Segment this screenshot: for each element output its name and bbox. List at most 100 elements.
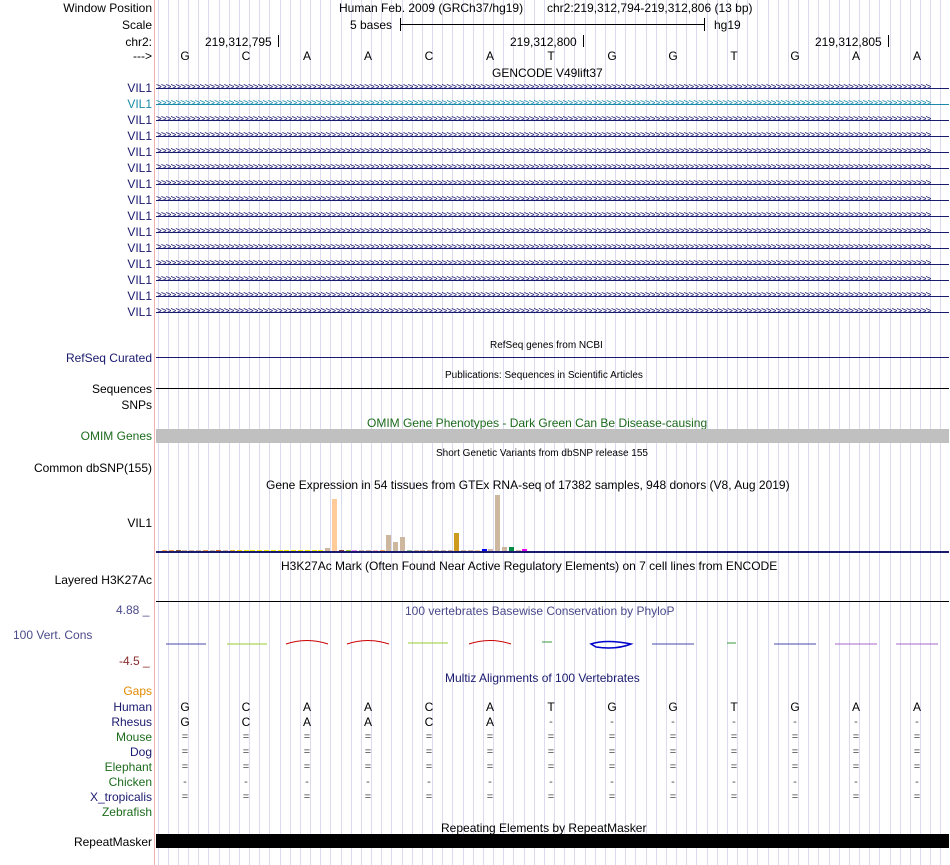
gtex-tissue-bar[interactable] <box>223 550 229 551</box>
gtex-tissue-bar[interactable] <box>515 550 521 551</box>
species-label[interactable]: X_tropicalis <box>89 790 152 804</box>
gtex-tissue-bar[interactable] <box>196 550 201 551</box>
transcript-label[interactable]: VIL1 <box>127 209 152 223</box>
gtex-tissue-bar[interactable] <box>277 550 283 551</box>
gtex-tissue-bar[interactable] <box>393 542 399 551</box>
gtex-tissue-bar[interactable] <box>250 550 256 551</box>
transcript-label[interactable]: VIL1 <box>127 97 152 111</box>
gtex-tissue-bar[interactable] <box>325 548 331 551</box>
refseq-gene-line[interactable] <box>156 357 949 358</box>
gtex-tissue-bar[interactable] <box>216 550 222 551</box>
transcript-feature[interactable]: >>>>>>>>>>>>>>>>>>>>>>>>>>>>>>>>>>>>>>>>… <box>156 194 949 205</box>
gtex-tissue-bar[interactable] <box>318 550 324 551</box>
dbsnp-track-label[interactable]: Common dbSNP(155) <box>33 461 152 475</box>
omim-feature[interactable] <box>156 429 949 443</box>
gtex-tissue-bar[interactable] <box>372 550 378 551</box>
transcript-label[interactable]: VIL1 <box>127 113 152 127</box>
transcript-feature[interactable]: >>>>>>>>>>>>>>>>>>>>>>>>>>>>>>>>>>>>>>>>… <box>156 162 949 173</box>
species-label[interactable]: Human <box>113 700 152 714</box>
gtex-tissue-bar[interactable] <box>284 550 290 551</box>
gtex-tissue-bar[interactable] <box>162 550 167 551</box>
gtex-tissue-bar[interactable] <box>359 550 365 551</box>
gtex-tissue-bar[interactable] <box>488 549 494 551</box>
transcript-label[interactable]: VIL1 <box>127 81 152 95</box>
snps-track-label[interactable]: SNPs <box>121 398 152 412</box>
gtex-tissue-bar[interactable] <box>209 550 215 551</box>
gtex-tissue-bar[interactable] <box>298 550 303 551</box>
transcript-feature[interactable]: >>>>>>>>>>>>>>>>>>>>>>>>>>>>>>>>>>>>>>>>… <box>156 82 949 93</box>
transcript-feature[interactable]: >>>>>>>>>>>>>>>>>>>>>>>>>>>>>>>>>>>>>>>>… <box>156 98 949 109</box>
transcript-feature[interactable]: >>>>>>>>>>>>>>>>>>>>>>>>>>>>>>>>>>>>>>>>… <box>156 242 949 253</box>
transcript-feature[interactable]: >>>>>>>>>>>>>>>>>>>>>>>>>>>>>>>>>>>>>>>>… <box>156 146 949 157</box>
transcript-feature[interactable]: >>>>>>>>>>>>>>>>>>>>>>>>>>>>>>>>>>>>>>>>… <box>156 226 949 237</box>
transcript-label[interactable]: VIL1 <box>127 289 152 303</box>
transcript-label[interactable]: VIL1 <box>127 241 152 255</box>
species-label[interactable]: Mouse <box>115 730 152 744</box>
gtex-tissue-bar[interactable] <box>440 550 446 551</box>
species-label[interactable]: Elephant <box>104 760 152 774</box>
gtex-tissue-bar[interactable] <box>481 549 487 551</box>
gtex-tissue-bar[interactable] <box>454 533 460 551</box>
gtex-bar-chart[interactable] <box>156 493 949 553</box>
gtex-tissue-bar[interactable] <box>468 550 473 551</box>
publications-line[interactable] <box>156 388 949 389</box>
transcript-label[interactable]: VIL1 <box>127 145 152 159</box>
gtex-tissue-bar[interactable] <box>413 550 419 551</box>
species-label[interactable]: Zebrafish <box>101 805 152 819</box>
gtex-tissue-bar[interactable] <box>264 550 269 551</box>
gtex-tissue-bar[interactable] <box>400 537 405 551</box>
transcript-label[interactable]: VIL1 <box>127 161 152 175</box>
transcript-feature[interactable]: >>>>>>>>>>>>>>>>>>>>>>>>>>>>>>>>>>>>>>>>… <box>156 306 949 317</box>
gtex-tissue-bar[interactable] <box>243 550 249 551</box>
gtex-tissue-bar[interactable] <box>270 550 276 551</box>
gtex-tissue-bar[interactable] <box>332 499 337 551</box>
transcript-label[interactable]: VIL1 <box>127 129 152 143</box>
transcript-feature[interactable]: >>>>>>>>>>>>>>>>>>>>>>>>>>>>>>>>>>>>>>>>… <box>156 130 949 141</box>
transcript-label[interactable]: VIL1 <box>127 225 152 239</box>
transcript-feature[interactable]: >>>>>>>>>>>>>>>>>>>>>>>>>>>>>>>>>>>>>>>>… <box>156 258 949 269</box>
gtex-tissue-bar[interactable] <box>230 550 235 551</box>
h3k27ac-track-label[interactable]: Layered H3K27Ac <box>54 573 152 587</box>
species-label[interactable]: Chicken <box>108 775 152 789</box>
gtex-tissue-bar[interactable] <box>379 550 385 551</box>
repeatmasker-track-label[interactable]: RepeatMasker <box>73 835 152 849</box>
phylop-track-label[interactable]: 100 Vert. Cons <box>13 628 93 642</box>
transcript-label[interactable]: VIL1 <box>127 273 152 287</box>
gtex-tissue-bar[interactable] <box>345 550 351 551</box>
gtex-track-label[interactable]: VIL1 <box>127 516 152 530</box>
species-label[interactable]: Dog <box>129 745 152 759</box>
gtex-tissue-bar[interactable] <box>420 550 426 551</box>
species-label[interactable]: Rhesus <box>111 715 152 729</box>
gtex-tissue-bar[interactable] <box>352 550 358 551</box>
gtex-tissue-bar[interactable] <box>202 550 208 551</box>
gtex-tissue-bar[interactable] <box>386 535 392 551</box>
gtex-tissue-bar[interactable] <box>189 550 195 551</box>
gtex-tissue-bar[interactable] <box>427 550 433 551</box>
gtex-tissue-bar[interactable] <box>461 550 467 551</box>
transcript-feature[interactable]: >>>>>>>>>>>>>>>>>>>>>>>>>>>>>>>>>>>>>>>>… <box>156 114 949 125</box>
gtex-tissue-bar[interactable] <box>257 550 263 551</box>
transcript-label[interactable]: VIL1 <box>127 305 152 319</box>
gtex-tissue-bar[interactable] <box>406 550 412 551</box>
gtex-tissue-bar[interactable] <box>522 549 528 551</box>
gtex-tissue-bar[interactable] <box>236 550 242 551</box>
gtex-tissue-bar[interactable] <box>366 550 371 551</box>
refseq-track-label[interactable]: RefSeq Curated <box>65 351 152 365</box>
gtex-tissue-bar[interactable] <box>502 547 507 551</box>
gtex-tissue-bar[interactable] <box>447 550 453 551</box>
transcript-feature[interactable]: >>>>>>>>>>>>>>>>>>>>>>>>>>>>>>>>>>>>>>>>… <box>156 210 949 221</box>
repeatmasker-feature[interactable] <box>156 834 949 848</box>
gtex-tissue-bar[interactable] <box>434 550 439 551</box>
gtex-tissue-bar[interactable] <box>182 550 188 551</box>
publications-track-label[interactable]: Sequences <box>91 382 152 396</box>
transcript-label[interactable]: VIL1 <box>127 193 152 207</box>
transcript-label[interactable]: VIL1 <box>127 177 152 191</box>
transcript-feature[interactable]: >>>>>>>>>>>>>>>>>>>>>>>>>>>>>>>>>>>>>>>>… <box>156 178 949 189</box>
transcript-label[interactable]: VIL1 <box>127 257 152 271</box>
gtex-tissue-bar[interactable] <box>168 550 174 551</box>
gtex-tissue-bar[interactable] <box>495 495 501 551</box>
gtex-tissue-bar[interactable] <box>338 550 344 551</box>
gtex-tissue-bar[interactable] <box>304 550 310 551</box>
gtex-tissue-bar[interactable] <box>508 547 514 551</box>
